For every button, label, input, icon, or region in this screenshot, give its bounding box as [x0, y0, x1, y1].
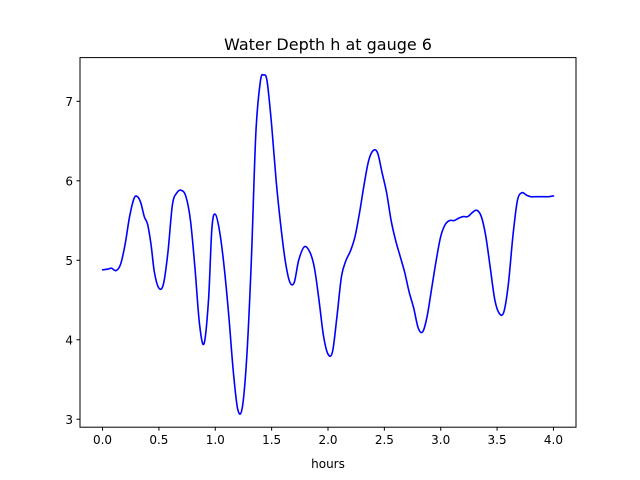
y-tick-label: 5: [65, 254, 73, 268]
y-axis: 3 4 5 6 7: [65, 95, 80, 427]
x-tick-label: 2.5: [375, 433, 394, 447]
x-tick-label: 3.0: [431, 433, 450, 447]
x-axis: 0.0 0.5 1.0 1.5 2.0 2.5 3.0 3.5 4.0: [93, 427, 563, 447]
x-tick-label: 1.0: [206, 433, 225, 447]
x-tick-label: 4.0: [544, 433, 563, 447]
series-layer: [101, 73, 555, 415]
water-depth-series-line: [101, 73, 555, 415]
x-tick-label: 0.0: [93, 433, 112, 447]
x-tick-label: 2.0: [318, 433, 337, 447]
chart-title: Water Depth h at gauge 6: [224, 35, 432, 54]
x-tick-label: 1.5: [262, 433, 281, 447]
x-tick-label: 3.5: [488, 433, 507, 447]
y-tick-label: 6: [65, 174, 73, 188]
y-tick-label: 4: [65, 333, 73, 347]
y-tick-label: 7: [65, 95, 73, 109]
y-tick-label: 3: [65, 413, 73, 427]
x-axis-label: hours: [311, 457, 345, 471]
plot-area: [80, 57, 576, 428]
x-tick-label: 0.5: [149, 433, 168, 447]
